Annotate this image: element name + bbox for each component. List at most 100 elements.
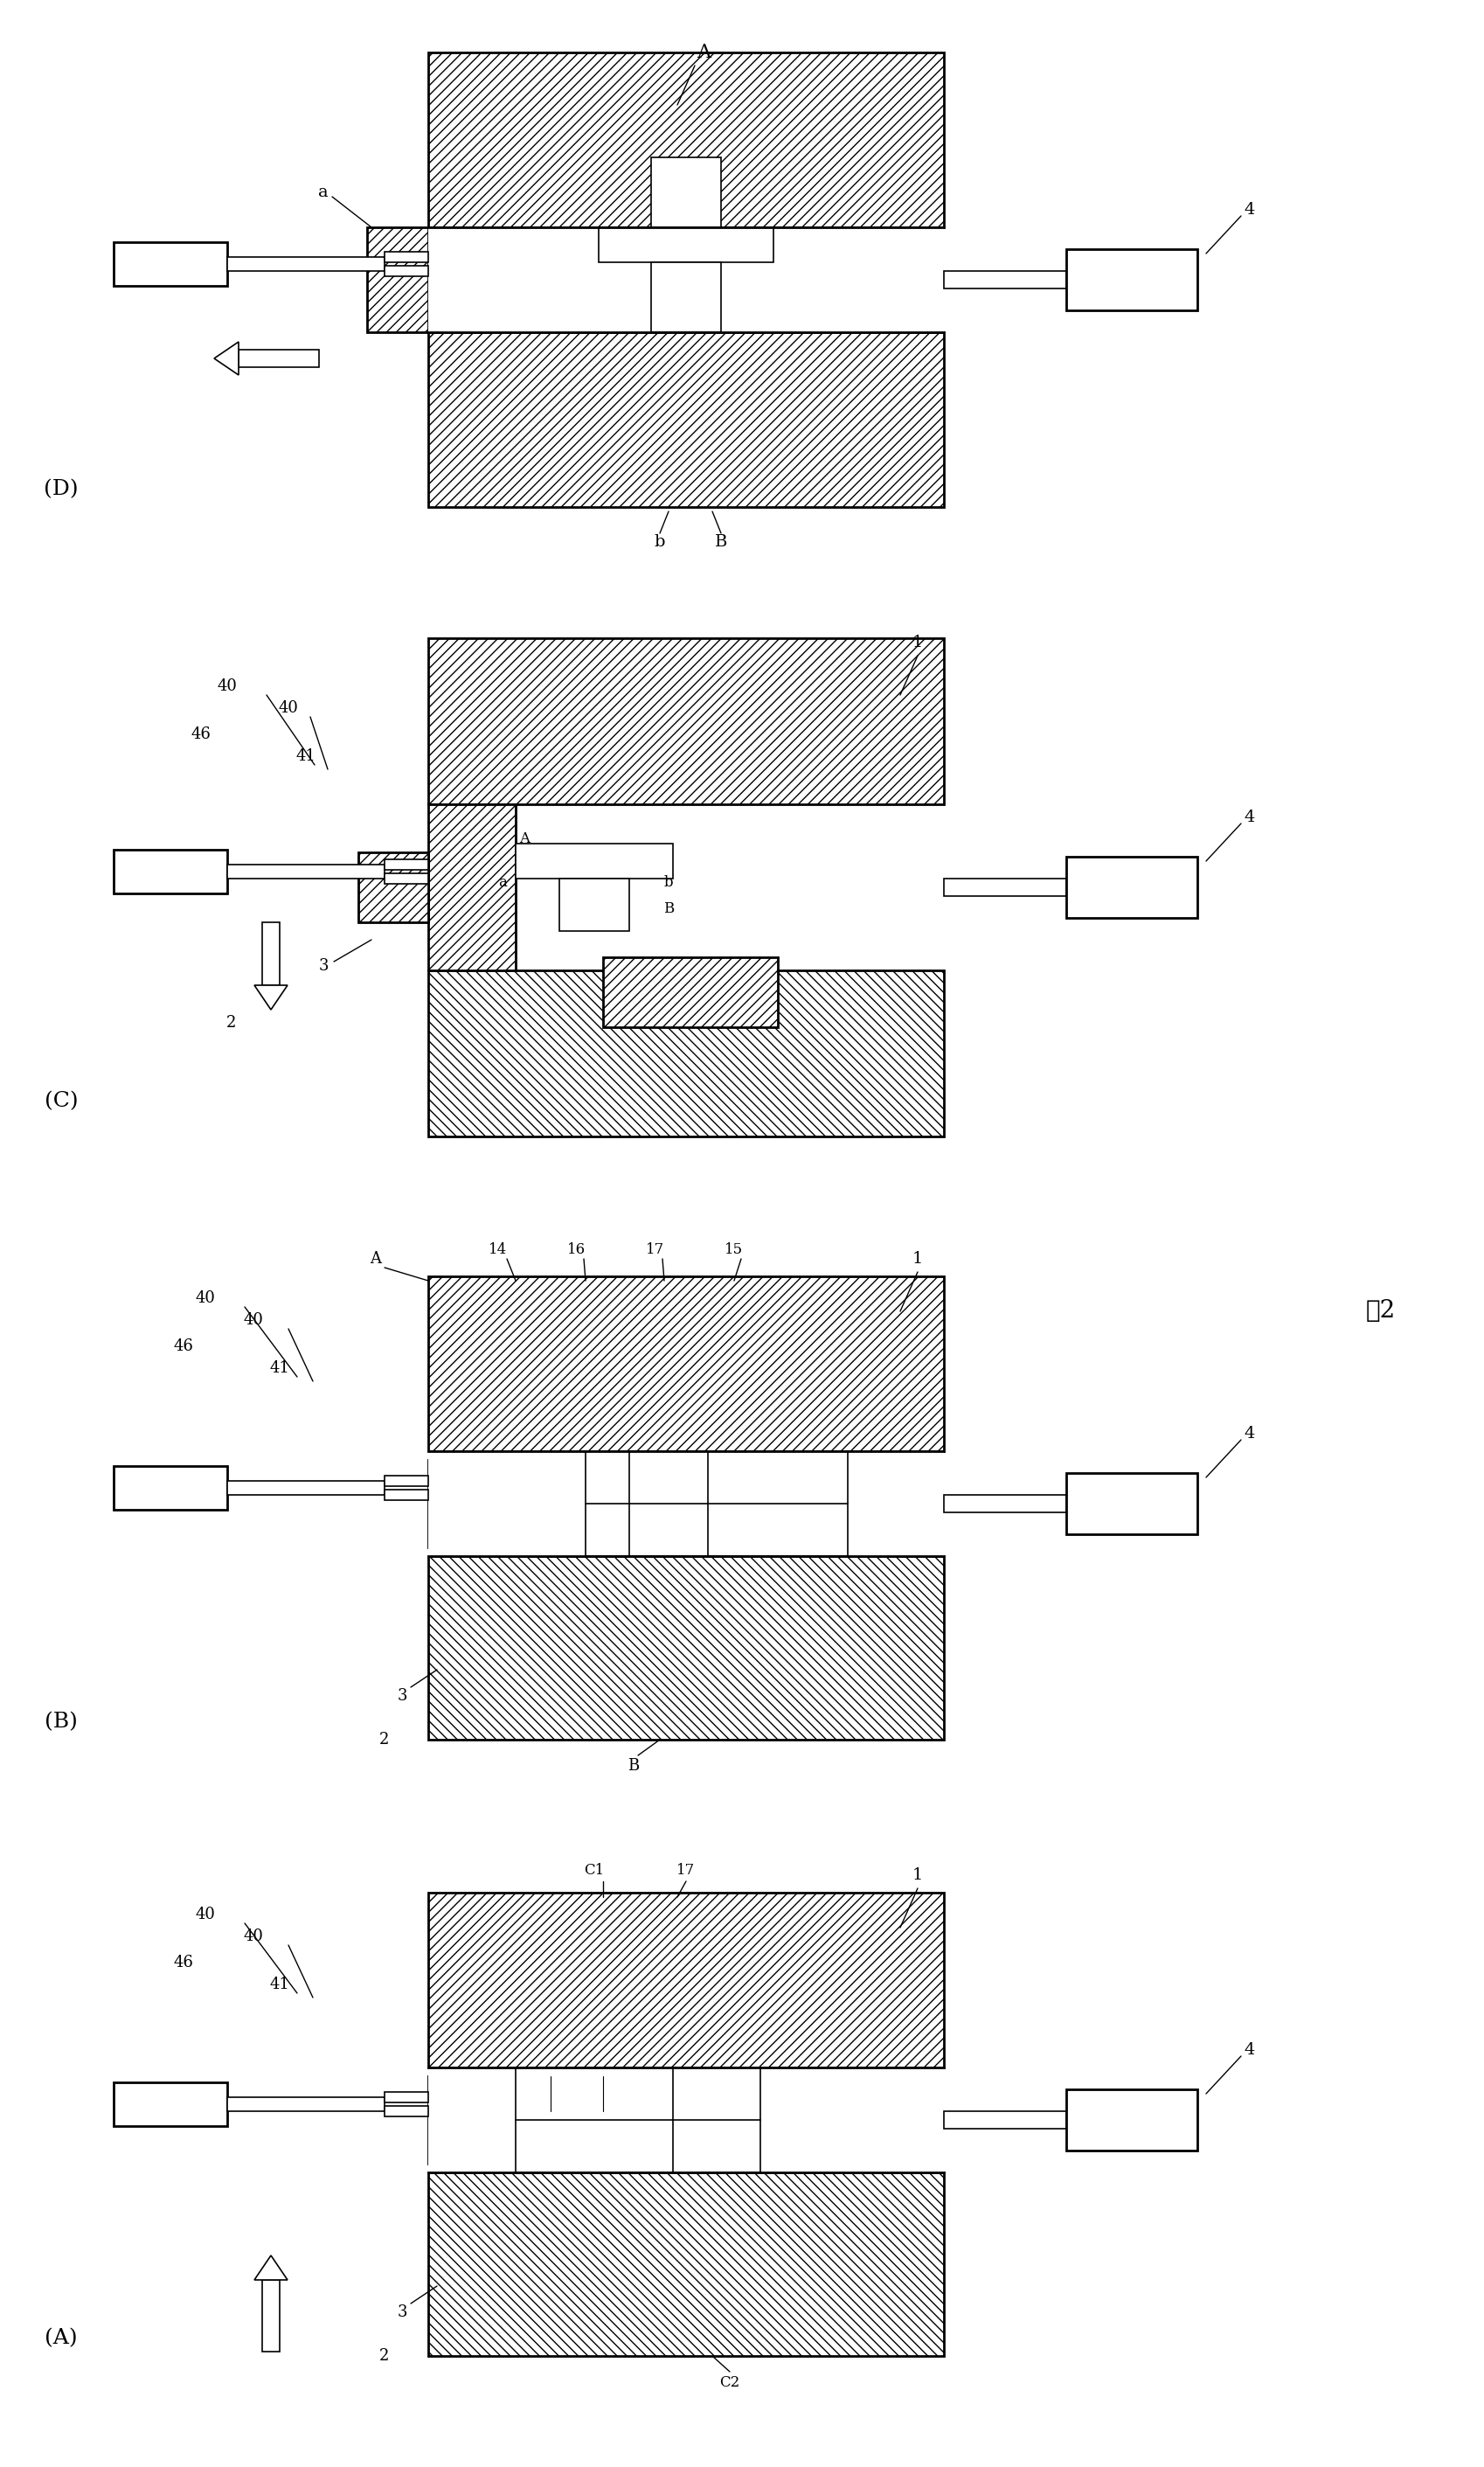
Polygon shape — [214, 343, 239, 375]
Text: 17: 17 — [677, 1863, 695, 1877]
Text: 41: 41 — [270, 1359, 289, 1377]
Text: 噣2: 噣2 — [1365, 1300, 1395, 1322]
Bar — [114, 2082, 227, 2127]
Text: A: A — [696, 42, 711, 62]
Text: 40: 40 — [279, 701, 298, 715]
Bar — [384, 2107, 427, 2117]
Bar — [427, 2067, 944, 2173]
Text: b: b — [654, 535, 665, 550]
Text: 40: 40 — [217, 678, 237, 693]
Text: A: A — [519, 831, 530, 846]
Text: 4: 4 — [1244, 809, 1254, 826]
Bar — [227, 863, 384, 878]
Text: 4: 4 — [1244, 202, 1254, 217]
Text: 2: 2 — [380, 1732, 389, 1747]
Bar — [559, 878, 629, 930]
Text: 15: 15 — [724, 1243, 743, 1258]
Bar — [598, 227, 773, 262]
Text: (D): (D) — [45, 479, 79, 501]
Bar — [944, 1495, 1066, 1512]
Polygon shape — [254, 984, 288, 1009]
Bar — [384, 266, 427, 276]
Text: 46: 46 — [174, 1340, 193, 1354]
Bar — [515, 1465, 585, 1542]
Text: A: A — [370, 1251, 381, 1266]
Text: C1: C1 — [583, 1863, 604, 1877]
Bar — [427, 1275, 944, 1451]
Text: 40: 40 — [196, 1290, 215, 1305]
Bar — [427, 639, 944, 804]
Text: 46: 46 — [174, 1954, 193, 1971]
Bar — [367, 227, 427, 333]
Bar — [1066, 1473, 1196, 1534]
Bar — [585, 1451, 847, 1557]
Bar — [944, 271, 1066, 289]
Text: C2: C2 — [720, 2376, 739, 2391]
Bar — [384, 1475, 427, 1485]
Bar — [427, 1892, 944, 2067]
Text: 40: 40 — [243, 1929, 263, 1944]
Bar — [944, 2112, 1066, 2129]
Text: 16: 16 — [567, 1243, 586, 1258]
Text: 2: 2 — [380, 2349, 389, 2363]
Bar — [1066, 249, 1196, 311]
Bar — [384, 873, 427, 883]
Bar — [603, 957, 778, 1026]
Text: 4: 4 — [1244, 2043, 1254, 2057]
Bar — [427, 804, 515, 970]
Text: B: B — [714, 535, 727, 550]
Bar — [384, 252, 427, 262]
Text: B: B — [663, 903, 674, 918]
Bar — [427, 1451, 944, 1557]
Bar — [427, 1460, 515, 1547]
Text: 1: 1 — [911, 1251, 923, 1266]
Bar — [1066, 856, 1196, 918]
Bar — [427, 970, 944, 1137]
Bar — [1066, 2090, 1196, 2151]
Bar — [114, 242, 227, 286]
Text: 3: 3 — [318, 957, 328, 974]
Bar — [427, 1557, 944, 1739]
Bar — [650, 158, 721, 227]
Text: 40: 40 — [243, 1312, 263, 1327]
Text: 40: 40 — [196, 1907, 215, 1922]
Bar — [427, 227, 944, 333]
Bar — [944, 878, 1066, 896]
Bar — [227, 1480, 384, 1495]
Bar — [227, 2097, 384, 2112]
Text: 17: 17 — [646, 1243, 665, 1258]
Bar — [427, 333, 944, 508]
Text: a: a — [499, 876, 506, 891]
Bar — [263, 2280, 279, 2351]
Text: 14: 14 — [488, 1243, 508, 1258]
Text: (A): (A) — [45, 2329, 77, 2349]
Text: (C): (C) — [45, 1090, 79, 1113]
Text: a: a — [318, 185, 328, 200]
Text: 3: 3 — [396, 1687, 407, 1705]
Bar — [114, 1465, 227, 1510]
Bar — [427, 2077, 515, 2164]
Bar — [358, 851, 427, 923]
Text: 1: 1 — [911, 1868, 923, 1882]
Bar — [427, 2173, 944, 2356]
Text: 41: 41 — [270, 1976, 289, 1993]
Text: B: B — [628, 1759, 640, 1774]
Polygon shape — [254, 2255, 288, 2280]
Bar — [515, 844, 672, 878]
Text: 1: 1 — [911, 634, 923, 651]
Bar — [650, 262, 721, 333]
Bar — [427, 52, 944, 227]
Bar — [114, 849, 227, 893]
Text: (B): (B) — [45, 1712, 77, 1732]
Text: 41: 41 — [295, 748, 316, 765]
Text: 46: 46 — [191, 725, 211, 743]
Text: 3: 3 — [396, 2304, 407, 2319]
Text: b: b — [663, 876, 672, 891]
Text: 4: 4 — [1244, 1426, 1254, 1441]
Bar — [263, 923, 279, 984]
Bar — [227, 257, 384, 271]
Bar — [239, 350, 319, 368]
Bar — [384, 1490, 427, 1500]
Bar — [384, 2092, 427, 2102]
Text: 2: 2 — [227, 1014, 236, 1031]
